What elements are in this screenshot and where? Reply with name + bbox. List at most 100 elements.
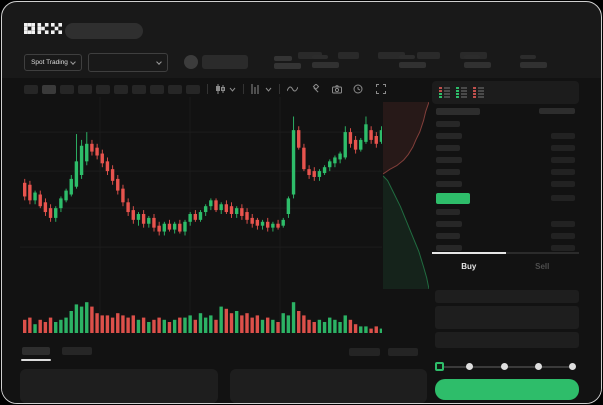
- slider-stop-dot[interactable]: [534, 363, 542, 370]
- chart-toolbar: [24, 83, 386, 95]
- price-change-placeholder: [274, 63, 301, 69]
- bid-row[interactable]: [432, 242, 579, 254]
- bid-row[interactable]: [432, 218, 579, 230]
- stat-value-placeholder: [464, 62, 491, 68]
- divider: [243, 84, 244, 94]
- timeframe-button[interactable]: [132, 84, 146, 94]
- stat-label-placeholder: [312, 55, 328, 59]
- price-chart[interactable]: [20, 97, 382, 337]
- orderbook-header-row[interactable]: [432, 104, 579, 118]
- size-placeholder: [551, 157, 575, 163]
- okx-logo: [24, 23, 62, 34]
- indicators-icon[interactable]: [251, 84, 261, 94]
- slider-handle[interactable]: [435, 362, 444, 371]
- timeframe-button[interactable]: [24, 84, 38, 94]
- stat-value-placeholder: [312, 62, 339, 68]
- slider-stop-dot[interactable]: [466, 363, 474, 370]
- timeframe-button[interactable]: [186, 84, 200, 94]
- order-amount-field[interactable]: [435, 306, 579, 329]
- chevron-down-icon[interactable]: [229, 87, 236, 92]
- nav-item-placeholder[interactable]: [298, 52, 322, 59]
- last-price-row[interactable]: [432, 190, 579, 206]
- size-placeholder: [551, 169, 575, 175]
- price-placeholder: [436, 169, 460, 175]
- ask-row[interactable]: [432, 154, 579, 166]
- size-placeholder: [551, 181, 575, 187]
- line-style-icon[interactable]: [287, 85, 298, 93]
- price-placeholder: [436, 121, 460, 127]
- timeframe-button[interactable]: [150, 84, 164, 94]
- price-placeholder: [436, 133, 462, 139]
- ask-row[interactable]: [432, 118, 579, 130]
- tab-buy[interactable]: Buy: [432, 252, 506, 274]
- size-placeholder: [551, 221, 575, 227]
- slider-stop-dot[interactable]: [500, 363, 508, 370]
- chart-range-button[interactable]: [349, 348, 380, 356]
- ask-row[interactable]: [432, 166, 579, 178]
- trade-side-tabs: Buy Sell: [432, 252, 579, 274]
- bid-row[interactable]: [432, 230, 579, 242]
- candle-type-icon[interactable]: [215, 84, 225, 94]
- size-placeholder: [551, 195, 575, 201]
- ask-row[interactable]: [432, 178, 579, 190]
- last-price-placeholder: [274, 56, 292, 61]
- size-placeholder: [551, 245, 575, 251]
- timeframe-button[interactable]: [78, 84, 92, 94]
- search-input[interactable]: [65, 23, 143, 39]
- history-panel: [230, 369, 427, 403]
- depth-chart[interactable]: [383, 102, 429, 289]
- timeframe-button[interactable]: [114, 84, 128, 94]
- header-nav: [150, 27, 487, 59]
- bid-row[interactable]: [432, 206, 579, 218]
- slider-stop-dot[interactable]: [569, 363, 576, 370]
- fullscreen-icon[interactable]: [376, 84, 386, 94]
- price-placeholder: [436, 192, 470, 204]
- book-bids-view-icon[interactable]: [456, 86, 467, 99]
- nav-item-placeholder[interactable]: [378, 52, 405, 59]
- price-placeholder: [436, 181, 462, 187]
- size-placeholder: [551, 233, 575, 239]
- timeframe-button[interactable]: [60, 84, 74, 94]
- nav-item-placeholder[interactable]: [417, 52, 440, 59]
- bottom-tab-active[interactable]: [22, 347, 50, 355]
- buy-submit-button[interactable]: [435, 379, 579, 400]
- bottom-tab[interactable]: [62, 347, 92, 355]
- order-total-field[interactable]: [435, 332, 579, 348]
- market-type-label: Spot Trading: [31, 59, 68, 66]
- size-placeholder: [551, 133, 575, 139]
- book-split-view-icon[interactable]: [439, 86, 450, 99]
- market-type-selector[interactable]: Spot Trading: [24, 54, 82, 71]
- pair-action-button[interactable]: [202, 55, 248, 69]
- stat-label-placeholder: [399, 55, 415, 59]
- price-placeholder: [436, 157, 462, 163]
- ask-row[interactable]: [432, 142, 579, 154]
- price-placeholder: [436, 145, 460, 151]
- draw-icon[interactable]: [311, 84, 321, 94]
- amount-slider[interactable]: [435, 360, 579, 374]
- price-placeholder: [436, 245, 462, 251]
- camera-icon[interactable]: [332, 84, 342, 94]
- stat-value-placeholder: [520, 62, 547, 68]
- stat-value-placeholder: [399, 62, 426, 68]
- orders-panel: [20, 369, 218, 403]
- orderbook-panel: [432, 104, 579, 254]
- timeframe-button[interactable]: [168, 84, 182, 94]
- pair-selector[interactable]: [88, 53, 168, 72]
- chevron-down-icon: [70, 58, 76, 65]
- orderbook-toolbar: [432, 81, 579, 104]
- nav-item-placeholder[interactable]: [338, 52, 359, 59]
- divider: [207, 84, 208, 94]
- timeframe-button[interactable]: [42, 84, 56, 94]
- timeframe-button[interactable]: [96, 84, 110, 94]
- order-price-field[interactable]: [435, 290, 579, 303]
- chevron-down-icon[interactable]: [265, 87, 272, 92]
- chevron-down-icon: [156, 58, 162, 65]
- ask-row[interactable]: [432, 130, 579, 142]
- chart-range-button[interactable]: [388, 348, 418, 356]
- active-tab-underline: [21, 359, 51, 361]
- tab-sell[interactable]: Sell: [505, 252, 579, 274]
- history-icon[interactable]: [353, 84, 363, 94]
- stat-label-placeholder: [464, 55, 480, 59]
- book-asks-view-icon[interactable]: [473, 86, 484, 99]
